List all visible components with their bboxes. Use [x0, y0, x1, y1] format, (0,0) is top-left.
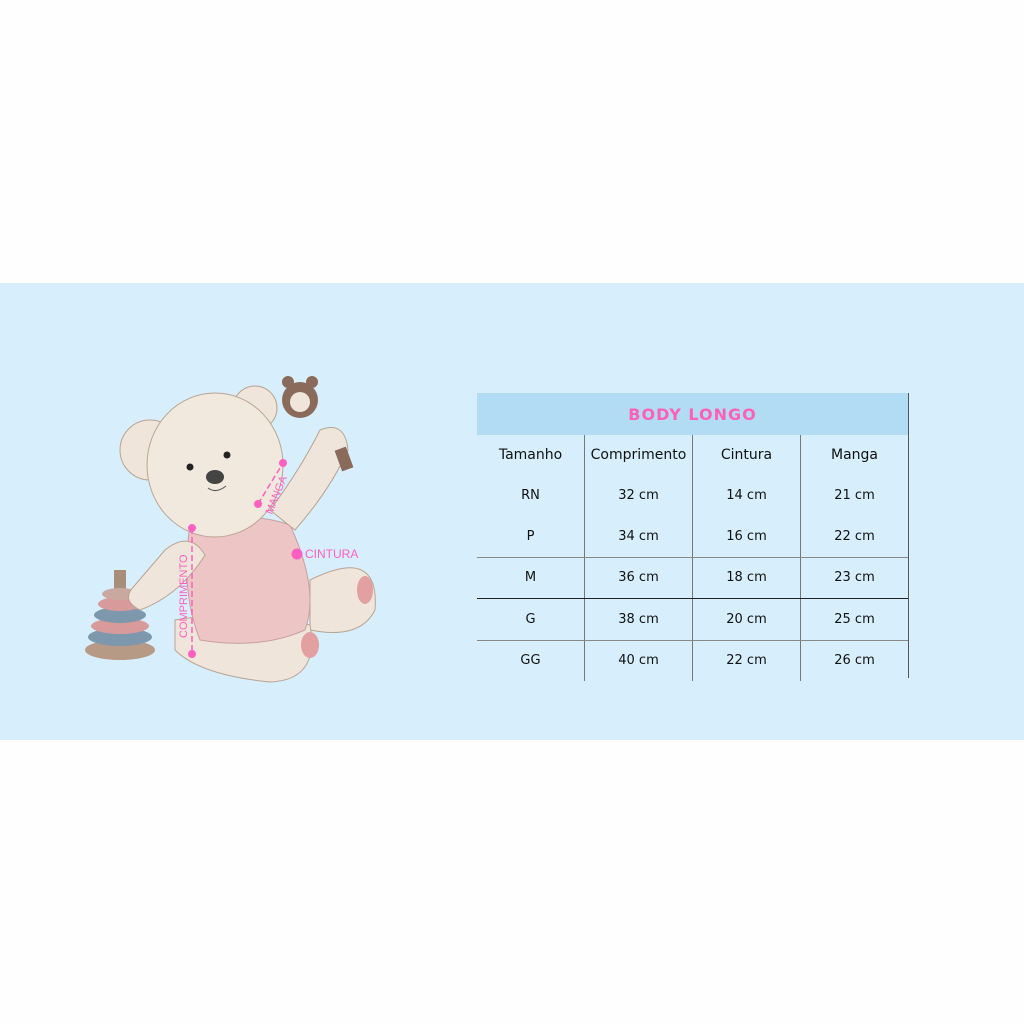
table-cell: 38 cm	[584, 599, 692, 640]
column-header: Manga	[800, 435, 908, 476]
teddy-bear-illustration: COMPRIMENTO MANGA CINTURA	[85, 376, 376, 683]
measurement-markers	[188, 459, 303, 658]
ring-stacker-toy	[85, 570, 155, 660]
column-header: Cintura	[692, 435, 800, 476]
table-row: GG 40 cm 22 cm 26 cm	[477, 639, 908, 681]
table-cell: 25 cm	[800, 599, 908, 640]
table-title: BODY LONGO	[477, 393, 908, 435]
table-header-row: Tamanho Comprimento Cintura Manga	[477, 435, 908, 476]
table-cell: RN	[521, 488, 540, 504]
table-cell: 26 cm	[800, 640, 908, 681]
table-cell: GG	[520, 653, 541, 669]
table-cell: M	[524, 570, 537, 586]
table-cell: 21 cm	[800, 475, 908, 516]
table-cell: 40 cm	[584, 640, 692, 681]
table-cell: 18 cm	[692, 557, 800, 598]
column-header: Comprimento	[584, 435, 692, 476]
column-header: Tamanho	[498, 447, 563, 464]
table-cell: 22 cm	[692, 640, 800, 681]
table-cell: 14 cm	[692, 475, 800, 516]
table-cell: 22 cm	[800, 516, 908, 557]
size-chart-table: BODY LONGO Tamanho Comprimento Cintura M…	[477, 393, 909, 681]
table-cell: 32 cm	[584, 475, 692, 516]
table-cell: 16 cm	[692, 516, 800, 557]
table-cell: 34 cm	[584, 516, 692, 557]
table-cell: 23 cm	[800, 557, 908, 598]
table-row: M 36 cm 18 cm 23 cm	[477, 556, 908, 598]
bear-rattle-toy	[282, 376, 354, 472]
table-cell: P	[526, 528, 535, 544]
table-row: P 34 cm 16 cm 22 cm	[477, 516, 908, 557]
label-cintura: CINTURA	[305, 547, 358, 561]
table-cell: 20 cm	[692, 599, 800, 640]
table-cell: 36 cm	[584, 557, 692, 598]
label-comprimento: COMPRIMENTO	[178, 554, 190, 638]
table-row: G 38 cm 20 cm 25 cm	[477, 598, 908, 640]
table-cell: G	[525, 611, 536, 627]
table-row: RN 32 cm 14 cm 21 cm	[477, 475, 908, 516]
